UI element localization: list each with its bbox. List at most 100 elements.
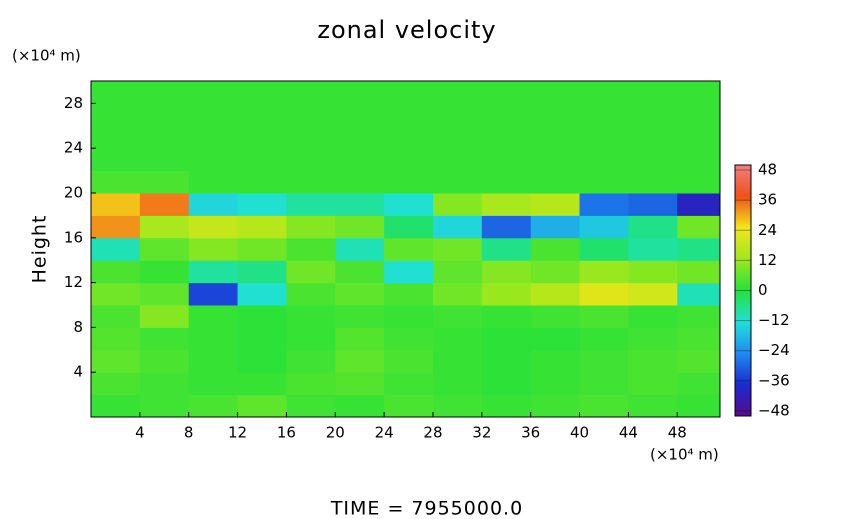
heat-cell xyxy=(139,170,190,194)
heat-cell xyxy=(432,349,483,373)
heat-cell xyxy=(677,170,720,194)
heat-cell xyxy=(579,148,629,172)
heat-cell xyxy=(677,148,720,172)
y-tick-label: 16 xyxy=(64,228,83,246)
heat-cell xyxy=(188,170,239,194)
heat-cell xyxy=(432,81,483,104)
heat-cell xyxy=(384,282,434,306)
heat-cell xyxy=(677,215,720,239)
colorbar-tick-label: −12 xyxy=(758,311,790,329)
heat-cell xyxy=(335,327,385,351)
heat-cell xyxy=(188,305,239,328)
heat-cell xyxy=(628,215,678,239)
heat-cell xyxy=(628,148,678,172)
heat-cell xyxy=(286,148,336,172)
heat-cell xyxy=(335,349,385,373)
colorbar-tick-label: 0 xyxy=(758,281,768,299)
heat-cell xyxy=(432,282,483,306)
x-tick-label: 24 xyxy=(375,424,394,442)
heat-cell xyxy=(237,349,287,373)
colorbar-tick-label: 24 xyxy=(758,221,777,239)
heat-cell xyxy=(530,103,581,127)
colorbar-tick-label: 36 xyxy=(758,191,777,209)
y-unit: (×10⁴ m) xyxy=(12,47,81,65)
heat-cell xyxy=(237,215,287,239)
heat-cell xyxy=(237,327,287,351)
heat-cell xyxy=(530,349,581,373)
heat-cell xyxy=(579,372,629,396)
heat-cell xyxy=(91,260,141,284)
heat-cell xyxy=(530,282,581,306)
heat-cell xyxy=(530,81,581,104)
heat-cell xyxy=(579,103,629,127)
heat-cell xyxy=(91,394,141,417)
heat-cell xyxy=(677,372,720,396)
heat-cell xyxy=(530,327,581,351)
heat-cell xyxy=(188,103,239,127)
heat-cell xyxy=(628,372,678,396)
heat-cell xyxy=(628,327,678,351)
heat-cell xyxy=(91,237,141,261)
x-tick-label: 20 xyxy=(326,424,345,442)
heat-cell xyxy=(188,148,239,172)
heat-cell xyxy=(237,170,287,194)
y-axis-label: Height xyxy=(29,215,51,284)
heat-cell xyxy=(335,260,385,284)
heat-cell xyxy=(335,215,385,239)
heat-cell xyxy=(579,260,629,284)
heat-cell xyxy=(432,103,483,127)
heat-cell xyxy=(432,148,483,172)
heat-cell xyxy=(335,305,385,328)
heat-cell xyxy=(384,148,434,172)
heat-cell xyxy=(139,215,190,239)
x-tick-label: 48 xyxy=(668,424,687,442)
heat-cell xyxy=(139,125,190,149)
heat-cell xyxy=(384,237,434,261)
heat-cell xyxy=(432,372,483,396)
heat-cell xyxy=(481,193,532,216)
x-tick-label: 36 xyxy=(521,424,540,442)
heat-cell xyxy=(432,193,483,216)
heat-cell xyxy=(139,260,190,284)
heat-cell xyxy=(335,237,385,261)
heat-cell xyxy=(335,103,385,127)
heat-cell xyxy=(432,125,483,149)
x-tick-label: 16 xyxy=(277,424,296,442)
x-tick-label: 40 xyxy=(570,424,589,442)
heat-cell xyxy=(677,81,720,104)
heat-cell xyxy=(286,103,336,127)
heat-cell xyxy=(432,327,483,351)
heat-cell xyxy=(286,125,336,149)
heat-cell xyxy=(530,372,581,396)
heat-cell xyxy=(677,125,720,149)
heat-cell xyxy=(188,372,239,396)
heat-cell xyxy=(384,349,434,373)
heat-cell xyxy=(628,349,678,373)
heat-cell xyxy=(481,148,532,172)
heat-cell xyxy=(335,193,385,216)
heat-cell xyxy=(91,282,141,306)
heat-cell xyxy=(432,237,483,261)
heat-cell xyxy=(384,170,434,194)
heat-cell xyxy=(530,170,581,194)
heat-cell xyxy=(530,125,581,149)
heat-cell xyxy=(188,125,239,149)
heat-cell xyxy=(579,305,629,328)
heat-cell xyxy=(139,282,190,306)
heat-cell xyxy=(91,193,141,216)
heat-cell xyxy=(188,237,239,261)
heat-cell xyxy=(286,305,336,328)
heat-cell xyxy=(530,394,581,417)
heat-cell xyxy=(628,260,678,284)
heat-cell xyxy=(286,260,336,284)
heat-cell xyxy=(481,372,532,396)
heat-cell xyxy=(91,215,141,239)
heat-cell xyxy=(579,282,629,306)
heat-cell xyxy=(188,282,239,306)
heat-cell xyxy=(286,81,336,104)
heatmap xyxy=(91,81,720,417)
heat-cell xyxy=(237,394,287,417)
x-tick-label: 4 xyxy=(135,424,145,442)
heat-cell xyxy=(579,193,629,216)
